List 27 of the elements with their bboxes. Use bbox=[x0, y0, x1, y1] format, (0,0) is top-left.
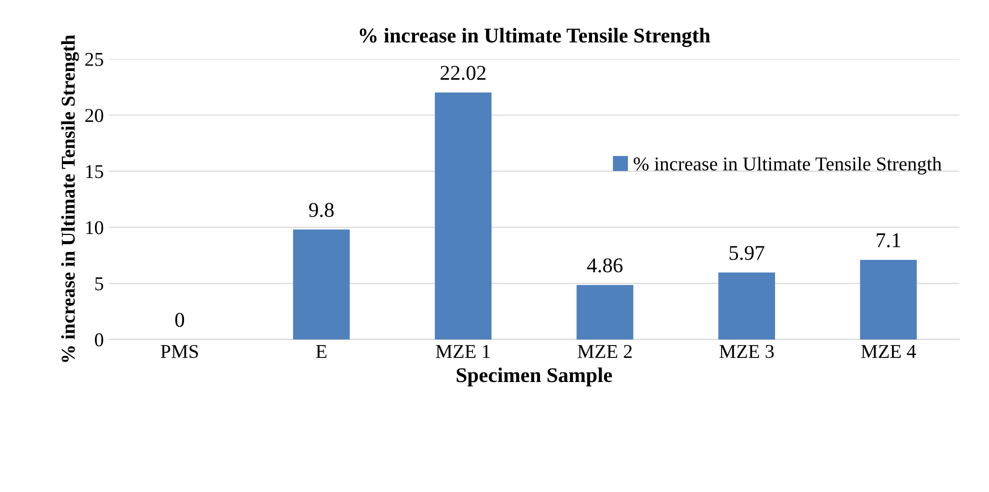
legend-label: % increase in Ultimate Tensile Strength bbox=[634, 156, 942, 175]
data-label: 4.86 bbox=[587, 258, 623, 272]
x-tick-label: PMS bbox=[160, 344, 198, 358]
data-label: 5.97 bbox=[730, 246, 764, 260]
chart-title: % increase in Ultimate Tensile Strength bbox=[360, 28, 710, 47]
data-label: 7.1 bbox=[876, 233, 900, 248]
bar bbox=[576, 284, 634, 340]
bar bbox=[434, 92, 492, 340]
y-axis-title: % increase in Ultimate Tensile Strength bbox=[61, 34, 79, 362]
x-axis-title: Specimen Sample bbox=[456, 368, 612, 386]
data-label: 9.8 bbox=[309, 202, 334, 218]
y-tick-label: 5 bbox=[95, 277, 104, 290]
y-tick-label: 20 bbox=[85, 108, 104, 122]
bar bbox=[860, 260, 917, 340]
y-tick-label: 0 bbox=[94, 333, 104, 346]
y-tick-label: 15 bbox=[86, 165, 104, 178]
y-tick-label: 25 bbox=[85, 52, 104, 66]
data-label: 22.02 bbox=[440, 66, 486, 80]
data-label: 0 bbox=[175, 312, 184, 327]
x-tick-label: MZE 3 bbox=[719, 344, 774, 358]
y-tick-label: 10 bbox=[86, 221, 104, 234]
bar bbox=[718, 272, 776, 340]
x-tick-label: MZE 2 bbox=[578, 344, 632, 358]
bar bbox=[293, 230, 350, 340]
x-tick-label: MZE 4 bbox=[861, 345, 916, 358]
x-tick-label: E bbox=[316, 345, 326, 358]
x-tick-label: MZE 1 bbox=[436, 344, 490, 358]
